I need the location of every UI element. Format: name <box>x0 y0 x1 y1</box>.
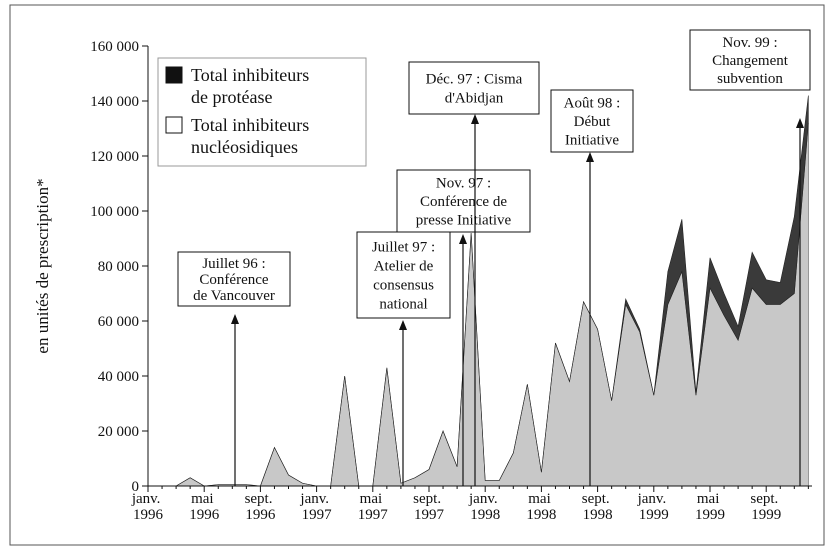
y-tick-label: 160 000 <box>90 39 139 55</box>
y-tick-label: 40 000 <box>98 369 139 385</box>
x-tick-label: mai 1999 <box>695 491 725 523</box>
annotation-box <box>396 169 531 233</box>
annotation-text: consensus <box>373 278 434 294</box>
legend-swatch <box>165 116 183 134</box>
annotation-text: Nov. 99 : <box>722 35 777 51</box>
x-tick-label: sept. 1997 <box>413 491 445 523</box>
annotation-text: Conférence de <box>420 194 507 210</box>
y-tick-label: 80 000 <box>98 259 139 275</box>
annotation-box <box>177 251 291 307</box>
annotation-text: Initiative <box>565 133 619 149</box>
x-tick-label: mai 1996 <box>189 491 220 523</box>
legend-box <box>157 57 367 167</box>
y-tick-label: 60 000 <box>98 314 139 330</box>
annotation-box <box>689 29 811 91</box>
annotation-text: Juillet 96 : <box>202 256 265 272</box>
annotation-text: Changement <box>712 53 789 69</box>
legend-label: Total inhibiteurs de protéase <box>191 65 314 107</box>
arrow-head <box>471 114 479 124</box>
arrow-head <box>586 152 594 162</box>
y-tick-label: 20 000 <box>98 424 139 440</box>
annotation-text: Déc. 97 : Cisma <box>426 72 523 88</box>
annotation-box <box>408 61 540 115</box>
x-tick-label: mai 1997 <box>358 491 389 523</box>
x-tick-label: sept. 1999 <box>750 491 782 523</box>
arrow-head <box>399 320 407 330</box>
annotation-text: Atelier de <box>374 259 434 275</box>
y-tick-label: 100 000 <box>90 204 139 220</box>
x-tick-label: janv. 1997 <box>299 491 332 523</box>
annotation-text: Nov. 97 : <box>436 175 491 191</box>
y-tick-label: 140 000 <box>90 94 139 110</box>
annotation-text: d'Abidjan <box>445 91 504 107</box>
frame <box>9 4 825 546</box>
x-tick-label: janv. 1998 <box>468 491 501 523</box>
y-tick-label: 0 <box>132 479 140 495</box>
arrow-head <box>231 314 239 324</box>
annotation-text: subvention <box>717 71 783 87</box>
arrow-head <box>796 118 804 128</box>
annotation-text: Début <box>574 114 611 130</box>
annotation-text: national <box>379 297 427 313</box>
annotation-text: Juillet 97 : <box>372 240 435 256</box>
legend-swatch <box>165 66 183 84</box>
legend-label: Total inhibiteurs nucléosidiques <box>191 115 314 157</box>
x-tick-label: sept. 1996 <box>245 491 277 523</box>
annotation-text: presse Initiative <box>416 213 512 229</box>
x-tick-label: janv. 1996 <box>131 491 164 523</box>
x-tick-label: mai 1998 <box>526 491 556 523</box>
annotation-box <box>356 231 451 319</box>
annotation-box <box>550 89 634 153</box>
y-axis-label: en unités de prescription* <box>33 178 52 353</box>
x-tick-label: sept. 1998 <box>582 491 614 523</box>
x-tick-label: janv. 1999 <box>637 491 670 523</box>
annotation-text: Conférence <box>199 272 268 288</box>
annotation-text: de Vancouver <box>193 288 275 304</box>
y-tick-label: 120 000 <box>90 149 139 165</box>
annotation-text: Août 98 : <box>564 95 621 111</box>
arrow-head <box>459 234 467 244</box>
